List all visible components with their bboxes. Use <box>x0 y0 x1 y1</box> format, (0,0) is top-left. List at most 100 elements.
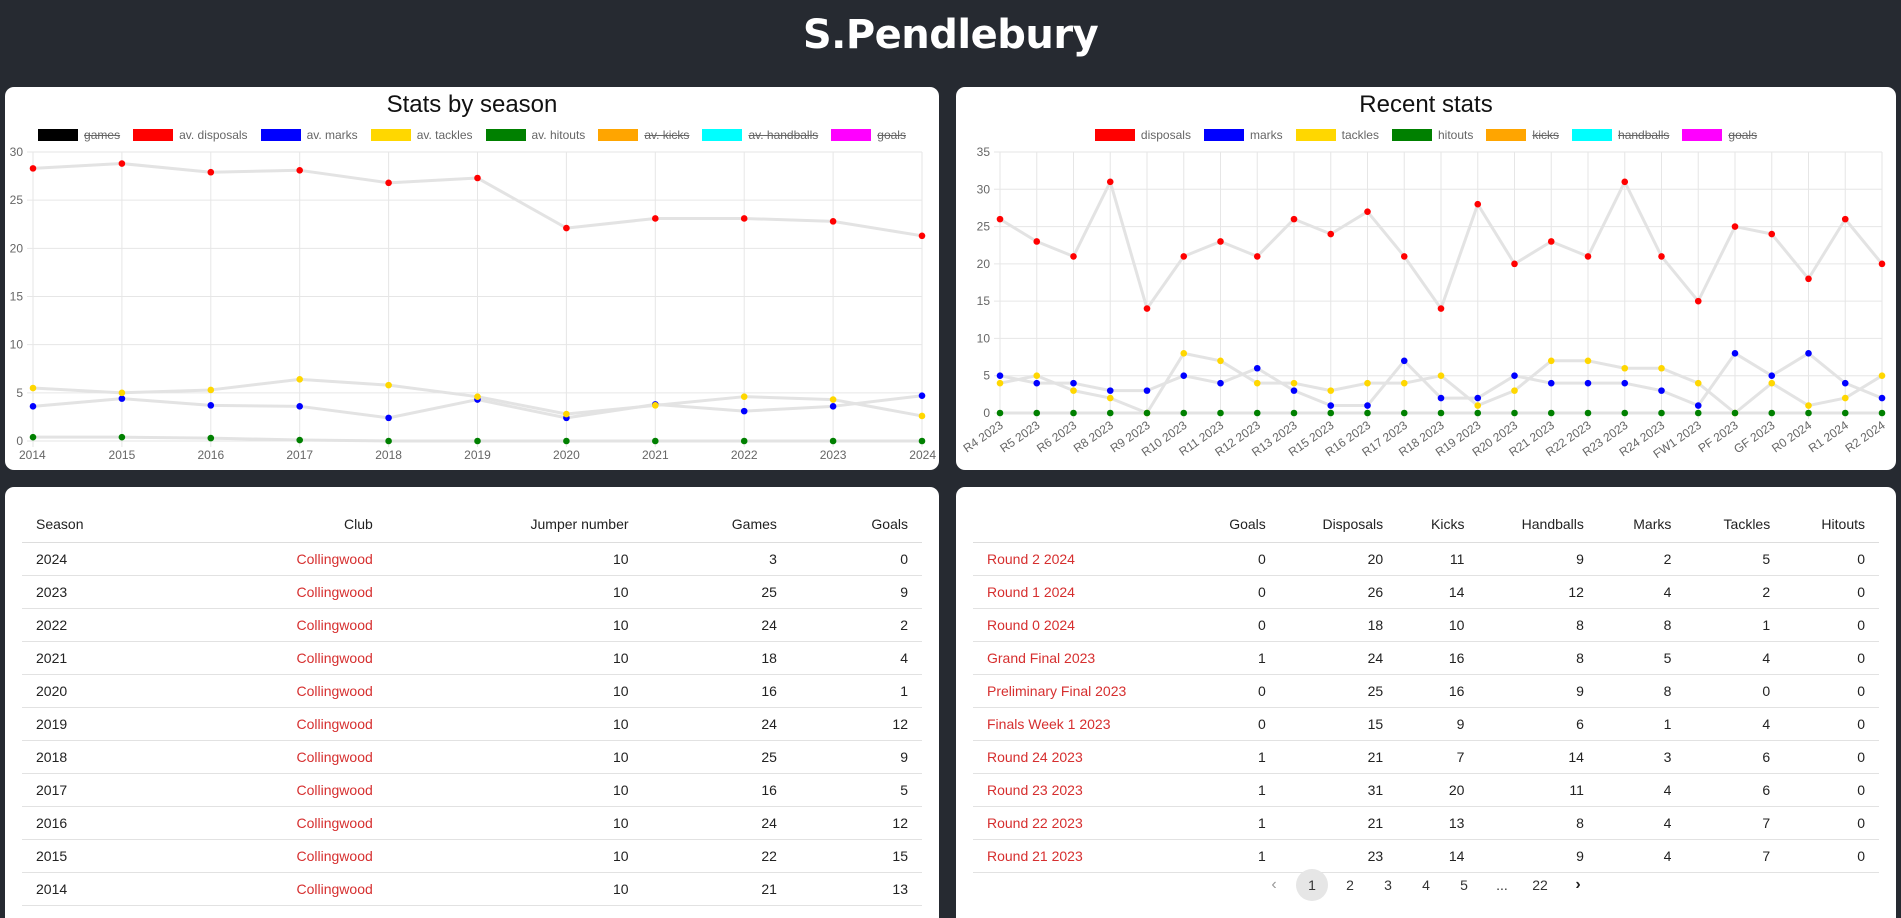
chevron-right-icon[interactable]: › <box>1575 876 1581 893</box>
data-point-av-tackles[interactable] <box>296 376 304 383</box>
legend-item-av-disposals[interactable]: av. disposals <box>133 128 248 142</box>
data-point-av-disposals[interactable] <box>563 224 570 232</box>
data-point-av-disposals[interactable] <box>29 165 37 172</box>
column-header-goals[interactable]: Goals <box>790 507 922 543</box>
legend-item-goals[interactable]: goals <box>1682 128 1757 142</box>
data-point-tackles[interactable] <box>1180 350 1188 357</box>
data-point-hitouts[interactable] <box>1180 409 1188 417</box>
round-link[interactable]: Round 1 2024 <box>987 583 1075 600</box>
data-point-marks[interactable] <box>1253 364 1261 372</box>
data-point-av-tackles[interactable] <box>118 389 126 397</box>
data-point-hitouts[interactable] <box>1400 409 1408 417</box>
club-link[interactable]: Collingwood <box>296 550 373 567</box>
data-point-marks[interactable] <box>1143 387 1151 394</box>
data-point-marks[interactable] <box>1290 387 1298 394</box>
club-link[interactable]: Collingwood <box>296 682 373 699</box>
data-point-hitouts[interactable] <box>1474 409 1482 417</box>
data-point-av-marks[interactable] <box>740 407 748 415</box>
data-point-tackles[interactable] <box>1217 357 1224 365</box>
data-point-av-marks[interactable] <box>829 403 837 410</box>
data-point-hitouts[interactable] <box>1768 409 1776 417</box>
legend-item-av-kicks[interactable]: av. kicks <box>598 128 689 142</box>
data-point-disposals[interactable] <box>1364 208 1371 215</box>
page-button-22[interactable]: 22 <box>1532 877 1548 893</box>
data-point-marks[interactable] <box>1805 350 1812 357</box>
data-point-tackles[interactable] <box>1437 372 1445 380</box>
data-point-tackles[interactable] <box>1070 387 1077 394</box>
page-button-2[interactable]: 2 <box>1346 877 1354 893</box>
legend-item-av-marks[interactable]: av. marks <box>260 128 358 142</box>
data-point-hitouts[interactable] <box>1143 409 1151 417</box>
page-button-3[interactable]: 3 <box>1384 877 1392 893</box>
data-point-hitouts[interactable] <box>1217 409 1224 417</box>
data-point-hitouts[interactable] <box>996 409 1004 417</box>
club-link[interactable]: Collingwood <box>296 649 373 666</box>
data-point-av-tackles[interactable] <box>474 393 481 400</box>
column-header-disposals[interactable]: Disposals <box>1279 507 1398 543</box>
data-point-av-tackles[interactable] <box>740 393 748 400</box>
club-link[interactable]: Collingwood <box>296 748 373 765</box>
data-point-marks[interactable] <box>1327 402 1335 409</box>
data-point-marks[interactable] <box>996 372 1004 380</box>
data-point-disposals[interactable] <box>1290 215 1298 223</box>
column-header-tackles[interactable]: Tackles <box>1685 507 1785 543</box>
data-point-av-disposals[interactable] <box>118 160 126 167</box>
column-header-season[interactable]: Season <box>22 507 176 543</box>
club-link[interactable]: Collingwood <box>296 880 373 897</box>
data-point-marks[interactable] <box>1878 394 1886 402</box>
column-header-kicks[interactable]: Kicks <box>1397 507 1479 543</box>
data-point-av-disposals[interactable] <box>296 167 304 174</box>
data-point-tackles[interactable] <box>1694 379 1702 387</box>
data-point-hitouts[interactable] <box>1511 409 1518 417</box>
legend-item-hitouts[interactable]: hitouts <box>1391 128 1473 142</box>
data-point-hitouts[interactable] <box>1805 409 1812 417</box>
data-point-hitouts[interactable] <box>1621 409 1629 417</box>
data-point-marks[interactable] <box>1474 394 1482 402</box>
data-point-marks[interactable] <box>1694 402 1702 409</box>
legend-item-disposals[interactable]: disposals <box>1094 128 1191 142</box>
data-point-marks[interactable] <box>1437 394 1445 402</box>
data-point-disposals[interactable] <box>1841 215 1849 223</box>
data-point-disposals[interactable] <box>1070 253 1077 260</box>
round-link[interactable]: Preliminary Final 2023 <box>987 682 1127 699</box>
data-point-disposals[interactable] <box>1658 253 1665 260</box>
data-point-tackles[interactable] <box>1547 357 1555 365</box>
data-point-av-hitouts[interactable] <box>474 437 481 445</box>
data-point-marks[interactable] <box>1584 379 1592 387</box>
data-point-disposals[interactable] <box>1621 178 1629 186</box>
data-point-av-marks[interactable] <box>918 392 926 400</box>
data-point-av-disposals[interactable] <box>740 215 748 222</box>
data-point-marks[interactable] <box>1070 379 1077 387</box>
legend-item-kicks[interactable]: kicks <box>1486 128 1559 142</box>
data-point-av-disposals[interactable] <box>207 168 215 176</box>
data-point-disposals[interactable] <box>1033 238 1041 245</box>
data-point-av-hitouts[interactable] <box>652 437 659 445</box>
club-link[interactable]: Collingwood <box>296 814 373 831</box>
data-point-disposals[interactable] <box>1327 230 1335 238</box>
data-point-tackles[interactable] <box>1106 394 1114 402</box>
data-point-av-hitouts[interactable] <box>918 437 926 445</box>
data-point-disposals[interactable] <box>1253 253 1261 260</box>
data-point-av-tackles[interactable] <box>563 410 570 418</box>
legend-item-games[interactable]: games <box>38 128 120 142</box>
data-point-av-tackles[interactable] <box>918 412 926 420</box>
data-point-av-hitouts[interactable] <box>740 437 748 445</box>
data-point-disposals[interactable] <box>1731 223 1739 230</box>
data-point-marks[interactable] <box>1180 372 1188 380</box>
data-point-tackles[interactable] <box>1805 402 1812 409</box>
data-point-hitouts[interactable] <box>1364 409 1371 417</box>
data-point-av-tackles[interactable] <box>385 381 392 389</box>
data-point-av-hitouts[interactable] <box>296 436 304 444</box>
club-link[interactable]: Collingwood <box>296 616 373 633</box>
data-point-hitouts[interactable] <box>1694 409 1702 417</box>
data-point-tackles[interactable] <box>1841 394 1849 402</box>
data-point-av-hitouts[interactable] <box>207 434 215 442</box>
data-point-disposals[interactable] <box>1511 260 1518 268</box>
column-header-jumper-number[interactable]: Jumper number <box>386 507 643 543</box>
data-point-av-tackles[interactable] <box>207 386 215 394</box>
data-point-av-hitouts[interactable] <box>118 433 126 441</box>
data-point-tackles[interactable] <box>1584 357 1592 365</box>
page-button-1[interactable]: 1 <box>1296 869 1328 901</box>
data-point-marks[interactable] <box>1400 357 1408 365</box>
page-button-4[interactable]: 4 <box>1422 877 1430 893</box>
